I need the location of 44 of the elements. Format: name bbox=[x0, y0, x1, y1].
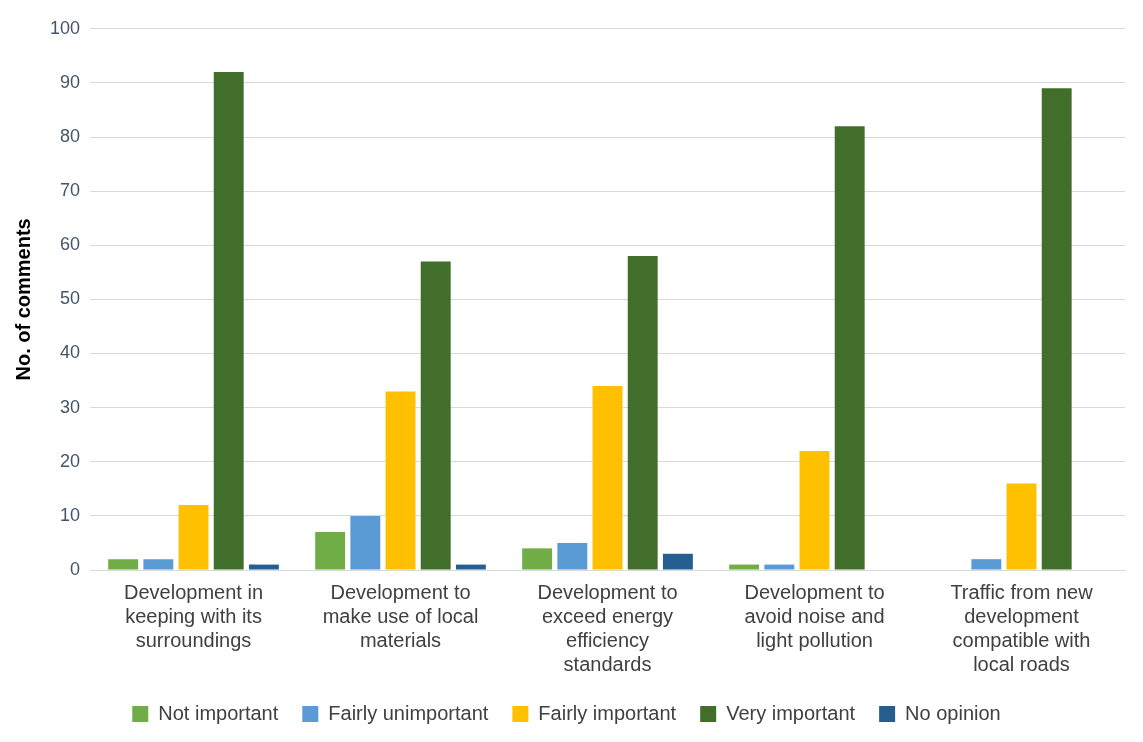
y-tick-label: 70 bbox=[60, 180, 81, 201]
x-tick-label: Development to avoid noise and light pollution bbox=[744, 580, 885, 651]
bar bbox=[764, 564, 795, 570]
bar bbox=[350, 515, 381, 570]
bar bbox=[108, 559, 139, 570]
bar bbox=[1041, 88, 1072, 570]
x-tick-label: Development in keeping with its surroundings bbox=[124, 580, 264, 651]
y-tick-label: 50 bbox=[60, 288, 81, 309]
bar bbox=[455, 564, 486, 570]
y-tick-label: 20 bbox=[60, 450, 81, 471]
bar bbox=[1006, 483, 1037, 570]
legend-label: No opinion bbox=[905, 701, 1001, 724]
bar bbox=[799, 450, 830, 570]
bar bbox=[557, 542, 588, 570]
x-tick-label: Development to exceed energy efficiency standards bbox=[537, 580, 678, 675]
bar bbox=[662, 553, 693, 570]
y-tick-label: 80 bbox=[60, 126, 81, 147]
y-tick-label: 90 bbox=[60, 71, 81, 92]
legend-label: Very important bbox=[726, 701, 856, 724]
y-tick-label: 0 bbox=[70, 558, 81, 579]
bar bbox=[178, 505, 209, 570]
y-tick-label: 30 bbox=[60, 396, 81, 417]
bar bbox=[315, 532, 346, 570]
bar bbox=[971, 559, 1002, 570]
bar bbox=[143, 559, 174, 570]
bar bbox=[385, 391, 416, 570]
bar bbox=[213, 72, 244, 570]
bar bbox=[522, 548, 553, 570]
bar bbox=[592, 385, 623, 570]
legend-label: Fairly important bbox=[538, 701, 677, 724]
legend-label: Fairly unimportant bbox=[328, 701, 489, 724]
bar bbox=[627, 256, 658, 570]
bar bbox=[248, 564, 279, 570]
bar bbox=[420, 261, 451, 570]
y-tick-label: 40 bbox=[60, 342, 81, 363]
bar bbox=[729, 564, 760, 570]
y-axis-title: No. of comments bbox=[11, 218, 34, 381]
x-tick-label: Traffic from new development compatible with local roads bbox=[950, 580, 1094, 675]
bar bbox=[834, 126, 865, 570]
x-tick-label: Development to make use of local materials bbox=[322, 580, 479, 651]
legend-label: Not important bbox=[158, 701, 279, 724]
y-tick-label: 100 bbox=[49, 17, 81, 38]
y-tick-label: 10 bbox=[60, 504, 81, 525]
y-tick-label: 60 bbox=[60, 234, 81, 255]
